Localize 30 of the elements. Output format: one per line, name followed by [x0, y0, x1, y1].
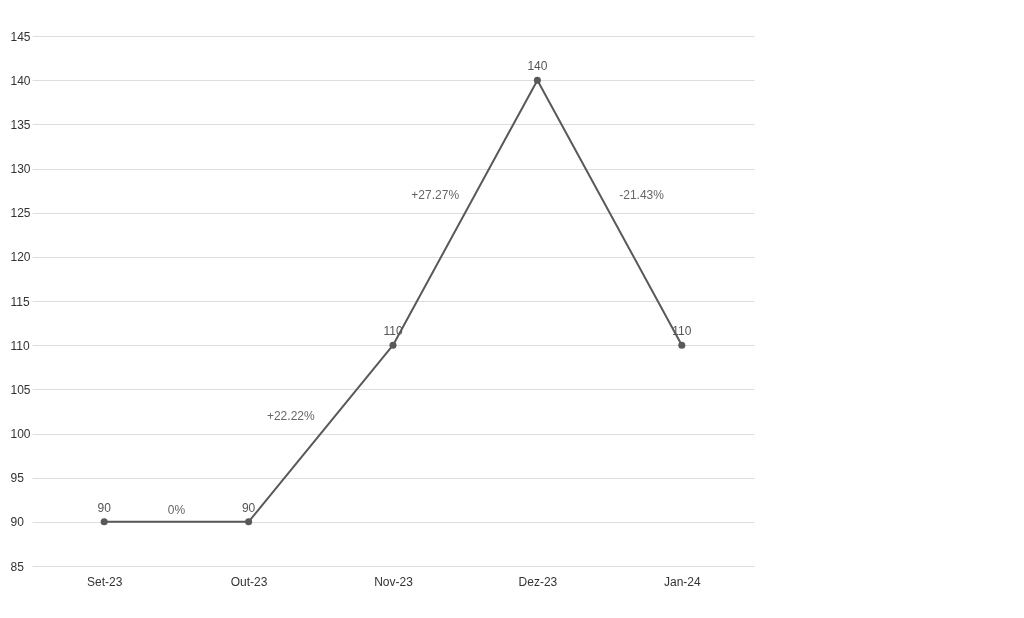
y-tick-label: 85	[10, 559, 25, 574]
x-tick-label: Dez-23	[518, 574, 558, 589]
y-tick-label: 145	[10, 29, 31, 44]
annotation: 0%	[167, 502, 186, 517]
y-tick-label: 110	[10, 338, 30, 353]
y-tick-label: 120	[10, 250, 31, 265]
x-tick-label: Nov-23	[374, 574, 414, 589]
x-tick-label: Set-23	[87, 574, 123, 589]
annotation: +22.22%	[266, 408, 315, 423]
data-label: 140	[527, 59, 548, 74]
data-label: 90	[97, 500, 112, 515]
y-tick-label: 135	[10, 117, 31, 132]
y-tick-label: 100	[10, 427, 31, 441]
y-tick-label: 90	[10, 515, 25, 530]
point	[245, 518, 253, 526]
y-tick-label: 105	[10, 382, 31, 397]
annotation: -21.43%	[619, 187, 665, 202]
y-tick-label: 95	[10, 471, 25, 486]
x-tick-label: Out-23	[230, 574, 268, 589]
y-tick-label: 140	[10, 73, 31, 88]
point	[389, 341, 397, 349]
y-tick-label: 130	[10, 162, 31, 176]
data-label: 90	[241, 500, 256, 515]
y-tick-label: 125	[10, 206, 31, 221]
x-tick-label: Jan-24	[663, 574, 701, 589]
annotation: +27.27%	[411, 187, 460, 202]
point	[678, 341, 686, 349]
y-tick-label: 115	[10, 294, 30, 309]
point	[100, 518, 108, 526]
point	[533, 76, 541, 84]
